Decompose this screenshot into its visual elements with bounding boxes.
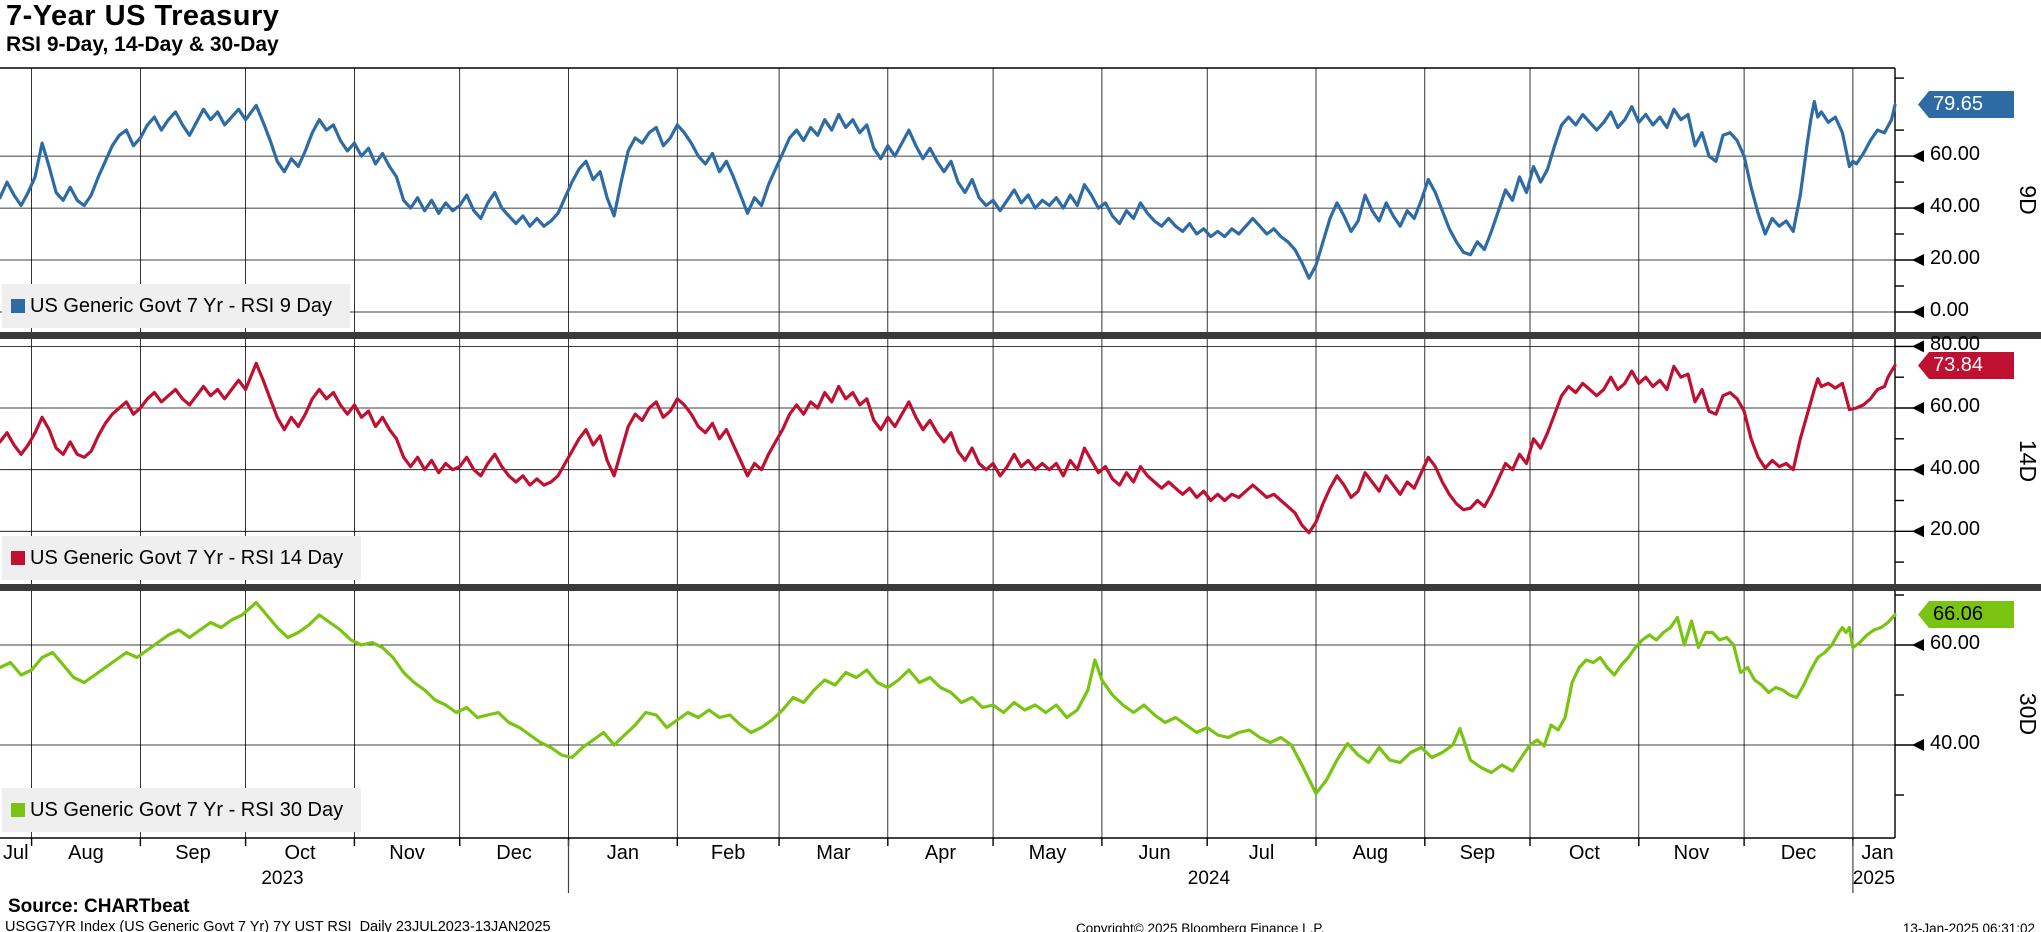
y-tick-label: 40.00 xyxy=(1930,195,1981,218)
legend-label: US Generic Govt 7 Yr - RSI 9 Day xyxy=(30,294,332,317)
x-month-label: Jan xyxy=(1861,842,1894,864)
y-tick-label: 40.00 xyxy=(1930,732,1981,754)
tick-arrow-icon xyxy=(1912,639,1924,651)
y-tick-label: 80.00 xyxy=(1930,333,1981,356)
x-month-label: Aug xyxy=(1352,842,1389,864)
tick-arrow-icon xyxy=(1912,402,1924,414)
source-note: Source: CHARTbeat xyxy=(8,896,190,917)
legend-rsi-14-day[interactable]: US Generic Govt 7 Yr - RSI 14 Day xyxy=(2,536,362,580)
x-month-label: Nov xyxy=(1673,842,1710,864)
page-subtitle: RSI 9-Day, 14-Day & 30-Day xyxy=(6,33,279,56)
tick-arrow-icon xyxy=(1912,150,1924,163)
rsi9-legend-swatch-icon xyxy=(11,299,25,313)
rsi14-legend-swatch-icon xyxy=(11,551,25,565)
panel-divider xyxy=(0,332,2041,339)
x-month-label: Dec xyxy=(496,842,532,864)
panel-axis-label-14d: 14D xyxy=(2015,439,2041,483)
y-tick-label: 60.00 xyxy=(1930,395,1981,418)
x-month-label: Sep xyxy=(1459,842,1496,864)
panel-axis-label-30d: 30D xyxy=(2015,692,2041,736)
x-month-label: Jun xyxy=(1138,842,1171,864)
legend-rsi-30-day[interactable]: US Generic Govt 7 Yr - RSI 30 Day xyxy=(2,788,362,832)
y-tick-label: 0.00 xyxy=(1930,298,1969,321)
tick-arrow-icon xyxy=(1912,739,1924,751)
x-month-label: Jul xyxy=(2,842,29,864)
panel-divider xyxy=(0,584,2041,591)
x-year-label: 2024 xyxy=(1187,868,1231,889)
legend-rsi-9-day[interactable]: US Generic Govt 7 Yr - RSI 9 Day xyxy=(2,284,350,328)
y-tick-label: 40.00 xyxy=(1930,456,1981,479)
legend-label: US Generic Govt 7 Yr - RSI 30 Day xyxy=(30,798,344,821)
tick-arrow-icon xyxy=(1912,306,1924,318)
chart-description: USGG7YR Index (US Generic Govt 7 Yr) 7Y … xyxy=(5,919,551,932)
rsi9-line[interactable] xyxy=(0,99,1897,280)
x-year-label: 2023 xyxy=(261,868,304,889)
x-month-label: Oct xyxy=(1568,842,1600,864)
rsi30-line[interactable] xyxy=(0,600,1897,796)
rsi30-legend-swatch-icon xyxy=(11,803,25,817)
timestamp: 13-Jan-2025 06:31:02 xyxy=(1902,921,2035,932)
tick-arrow-icon xyxy=(1912,525,1924,538)
x-month-label: Jul xyxy=(1248,842,1275,864)
tick-arrow-icon xyxy=(1912,254,1924,266)
tick-arrow-icon xyxy=(1912,202,1924,215)
last-value-badge-9d: 79.65 xyxy=(1918,91,2014,118)
tick-arrow-icon xyxy=(1912,340,1924,353)
x-month-label: May xyxy=(1028,842,1067,864)
copyright-note: Copyright© 2025 Bloomberg Finance L.P. xyxy=(1076,921,1325,932)
x-month-label: Mar xyxy=(816,842,851,864)
x-month-label: Feb xyxy=(710,842,746,864)
tick-arrow-icon xyxy=(1912,463,1924,476)
x-month-label: Sep xyxy=(175,842,211,864)
y-tick-label: 20.00 xyxy=(1930,518,1981,541)
y-tick-label: 60.00 xyxy=(1930,632,1981,654)
x-month-label: Aug xyxy=(68,842,104,864)
last-value-badge-14d: 73.84 xyxy=(1918,352,2014,379)
x-month-label: Apr xyxy=(924,842,957,864)
panel-axis-label-9d: 9D xyxy=(2015,185,2041,215)
x-month-label: Oct xyxy=(284,842,316,864)
rsi14-line[interactable] xyxy=(0,361,1897,535)
last-value-badge-30d: 66.06 xyxy=(1918,601,2014,628)
x-month-label: Nov xyxy=(389,842,425,864)
legend-label: US Generic Govt 7 Yr - RSI 14 Day xyxy=(30,546,344,569)
y-tick-label: 20.00 xyxy=(1930,247,1981,270)
page-title: 7-Year US Treasury xyxy=(6,0,280,32)
y-tick-label: 60.00 xyxy=(1930,143,1981,166)
x-year-label: 2025 xyxy=(1852,868,1896,889)
x-month-label: Dec xyxy=(1780,842,1817,864)
x-month-label: Jan xyxy=(606,842,640,864)
